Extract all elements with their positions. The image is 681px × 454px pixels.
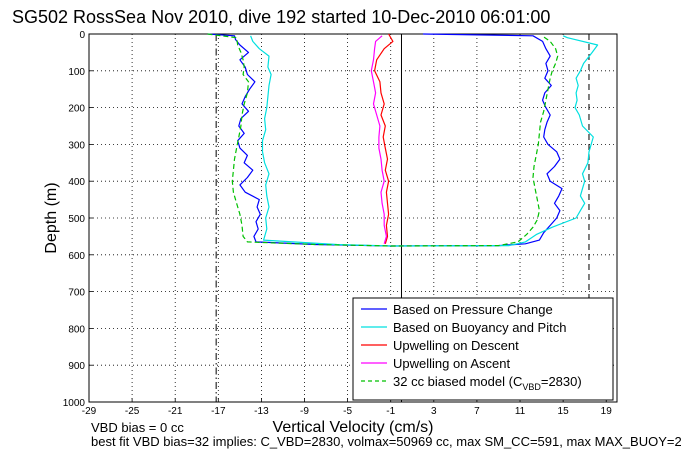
x-axis-label: Vertical Velocity (cm/s) [273, 419, 434, 436]
series-layer [207, 33, 599, 247]
y-tick-label: 700 [68, 288, 85, 299]
legend-label-based-on-pressure-change: Based on Pressure Change [393, 302, 553, 317]
x-tick-label: 15 [558, 406, 570, 417]
legend-items: Based on Pressure Change Based on Buoyanc… [361, 302, 566, 371]
legend-box [352, 297, 614, 401]
tick-labels: -29 -25 -21 -17 -13 -9 -5 -1 3 7 11 15 1901002003004… [63, 30, 612, 417]
legend: Based on Pressure Change Based on Buoyanc… [352, 297, 614, 401]
y-tick-label: 300 [68, 140, 85, 151]
x-tick-label: -13 [254, 406, 269, 417]
x-tick-label: -5 [343, 406, 352, 417]
legend-label-upwelling-on-ascent: Upwelling on Ascent [393, 356, 510, 371]
x-tick-label: 11 [515, 406, 526, 417]
x-tick-label: -21 [168, 406, 183, 417]
legend-label-model: 32 cc biased model (CVBD=2830) [393, 374, 582, 392]
x-tick-label: 19 [601, 406, 613, 417]
series-based-on-buoyancy-and-pitch-ascent [390, 35, 599, 247]
footnote-best-fit: best fit VBD bias=32 implies: C_VBD=2830… [91, 434, 681, 449]
y-tick-label: 500 [68, 214, 85, 225]
y-tick-label: 400 [68, 177, 85, 188]
x-tick-label: -25 [125, 406, 140, 417]
x-tick-label: 7 [474, 406, 480, 417]
series-32-cc-biased-model-c-vbd-2830-ascent [390, 36, 559, 247]
x-tick-label: -29 [82, 406, 97, 417]
y-axis-label: Depth (m) [43, 182, 60, 253]
y-tick-label: 1000 [63, 398, 86, 409]
x-tick-label: -1 [386, 406, 395, 417]
series-based-on-buoyancy-and-pitch-descent [250, 35, 391, 247]
x-tick-label: 3 [431, 406, 437, 417]
x-tick-label: -9 [300, 406, 309, 417]
y-tick-label: 200 [68, 104, 85, 115]
chart-title: SG502 RossSea Nov 2010, dive 192 started… [12, 7, 550, 27]
series-upwelling-on-ascent-ascent [370, 35, 387, 244]
series-upwelling-on-descent-descent [374, 33, 394, 244]
y-tick-label: 600 [68, 251, 85, 262]
footnote-vbd-bias: VBD bias = 0 cc [91, 420, 184, 435]
y-tick-label: 800 [68, 324, 85, 335]
series-32-cc-biased-model-c-vbd-2830-descent [207, 33, 391, 247]
legend-label-based-on-buoyancy-and-pitch: Based on Buoyancy and Pitch [393, 320, 566, 335]
series-based-on-pressure-change-ascent [390, 33, 563, 247]
x-tick-label: -17 [211, 406, 226, 417]
y-tick-label: 900 [68, 361, 85, 372]
y-tick-label: 100 [68, 67, 85, 78]
y-tick-label: 0 [79, 30, 85, 41]
legend-label-upwelling-on-descent: Upwelling on Descent [393, 338, 519, 353]
grid [89, 34, 617, 402]
